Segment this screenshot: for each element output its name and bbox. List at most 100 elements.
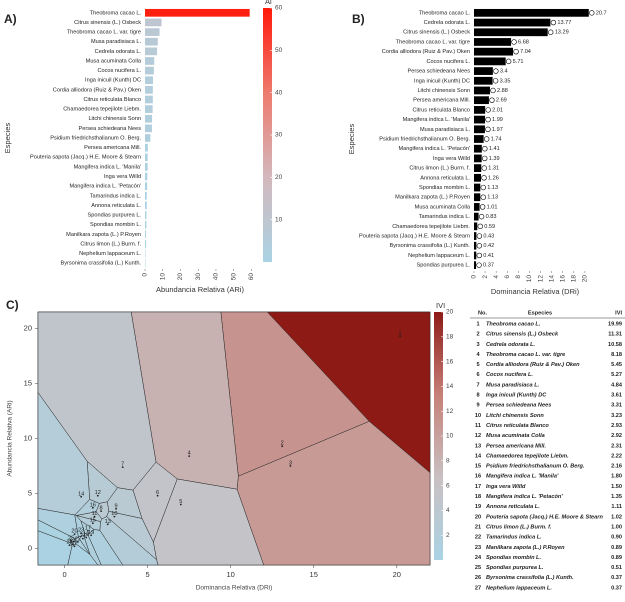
value-label: 1.39 — [489, 156, 500, 162]
bar — [474, 8, 589, 17]
point — [80, 532, 83, 534]
value-label: 1.31 — [488, 166, 499, 172]
colorbar — [434, 312, 443, 560]
voronoi-cell — [74, 514, 86, 538]
category-label: Cedrela odorata L. — [95, 49, 142, 55]
category-label: Litchi chinensis Sonn — [417, 88, 470, 94]
value-label: 13.77 — [557, 20, 571, 26]
colorbar-tick-label: 60 — [275, 5, 283, 12]
table-cell: Musa acuminata Colla — [486, 433, 545, 439]
table-cell: 5 — [476, 362, 479, 368]
table-cell: 10.58 — [608, 342, 622, 348]
colorbar-tick-label: 30 — [275, 132, 283, 139]
table-cell: Litchi chinensis Sonn — [486, 413, 544, 419]
table-cell: 8 — [476, 393, 479, 399]
bar — [474, 86, 490, 95]
point-label: 1 — [399, 331, 402, 337]
category-label: Musa acuminata Colla — [415, 204, 471, 210]
bar-end-icon — [480, 194, 486, 200]
point-label: 26 — [66, 540, 72, 546]
table-cell: 9 — [476, 403, 479, 409]
table-cell: Mangifera indica L. 'Petacón' — [486, 494, 563, 500]
category-label: Mangifera indica L. 'Petacón' — [399, 146, 470, 152]
table-cell: Annona reticulata L. — [485, 504, 540, 510]
category-label: Mangifera indica L. 'Manila' — [74, 164, 141, 170]
table-cell: 25 — [475, 565, 481, 571]
y-axis-label: Especies — [347, 124, 356, 155]
bar — [145, 259, 146, 268]
value-label: 0.43 — [483, 234, 494, 240]
point — [91, 506, 94, 509]
bar — [474, 193, 481, 202]
table-cell: 19 — [475, 504, 481, 510]
voronoi-cell — [87, 529, 124, 566]
bar — [474, 203, 480, 211]
point-label: 22 — [75, 536, 81, 542]
point-label: 9 — [115, 503, 118, 509]
category-label: Cordia alliodora (Ruiz & Pav.) Oken — [53, 87, 141, 93]
category-label: Cordia alliodora (Ruiz & Pav.) Oken — [382, 49, 470, 55]
table-cell: Citrus limon (L.) Burm. f. — [486, 524, 552, 530]
table-cell: 14 — [475, 453, 482, 459]
point — [90, 534, 93, 537]
value-label: 6.68 — [518, 39, 529, 45]
point — [399, 335, 402, 338]
bar-end-icon — [479, 204, 486, 210]
bar — [145, 8, 250, 17]
bar — [474, 96, 489, 105]
bar — [474, 261, 477, 270]
table-cell: Inga vera Willd — [486, 484, 526, 490]
table-cell: Pouteria sapota (Jacq.) H.E. Moore & Ste… — [486, 514, 603, 520]
x-axis-label: Abundancia Relativa (ARi) — [156, 285, 244, 294]
panel-label: A) — [4, 12, 17, 26]
category-label: Spondias mombin L. — [90, 222, 141, 228]
bar — [474, 251, 477, 260]
point — [73, 545, 76, 548]
category-label: Citrus sinensis (L.) Osbeck — [74, 20, 141, 26]
bar-end-icon — [477, 223, 483, 230]
table-cell: 2.93 — [611, 423, 622, 429]
colorbar-tick-label: 6 — [446, 482, 450, 489]
bar — [145, 57, 155, 65]
colorbar-tick-label: 4 — [446, 507, 450, 514]
bar-end-icon — [478, 213, 485, 220]
category-label: Inga vera Willd — [104, 174, 141, 180]
category-label: Spondias mombin L. — [419, 185, 470, 191]
point — [93, 515, 96, 518]
table-cell: Persea americana Mill. — [486, 443, 546, 449]
category-label: Chamaedorea tepejilote Liebm. — [392, 224, 470, 230]
point — [121, 466, 124, 468]
bar-end-icon — [489, 97, 495, 103]
table-cell: 1.80 — [611, 474, 622, 480]
bar — [474, 232, 477, 240]
bar — [474, 57, 506, 66]
category-label: Musa paradisiaca L. — [91, 39, 142, 45]
voronoi-cell — [74, 499, 100, 516]
table-cell: 5.45 — [611, 362, 622, 368]
point-label: 20 — [71, 529, 77, 535]
y-axis-label: Abundancia Relativa (ARi) — [7, 400, 14, 476]
point — [100, 510, 103, 512]
category-label: Annona reticulata L. — [91, 203, 141, 209]
bar-end-icon — [476, 243, 483, 249]
category-label: Spondias purpurea L. — [88, 213, 142, 219]
table-cell: Mangifera indica L. 'Manila' — [486, 474, 559, 480]
category-label: Inga inicuil (Kunth) DC — [85, 78, 141, 84]
x-tick-label: 16 — [559, 275, 566, 283]
value-label: 7.04 — [520, 49, 531, 55]
point — [156, 494, 159, 497]
table-cell: 3.23 — [611, 413, 622, 419]
bar-end-icon — [485, 116, 491, 123]
bar-end-icon — [476, 233, 483, 239]
panel-label: C) — [6, 298, 19, 312]
table-cell: Psidium friedrichsthalianum O. Berg. — [486, 464, 585, 470]
table-cell: 1.35 — [611, 494, 622, 500]
value-label: 1.74 — [491, 136, 502, 142]
table-cell: 0.89 — [611, 555, 622, 561]
x-tick-label: 0 — [471, 275, 478, 279]
point-label: 27 — [71, 541, 77, 547]
category-label: Cocos nucifera L. — [426, 59, 470, 65]
bar-end-icon — [490, 87, 496, 94]
table-cell: 3.31 — [611, 403, 622, 409]
colorbar-tick-label: 20 — [275, 174, 283, 181]
